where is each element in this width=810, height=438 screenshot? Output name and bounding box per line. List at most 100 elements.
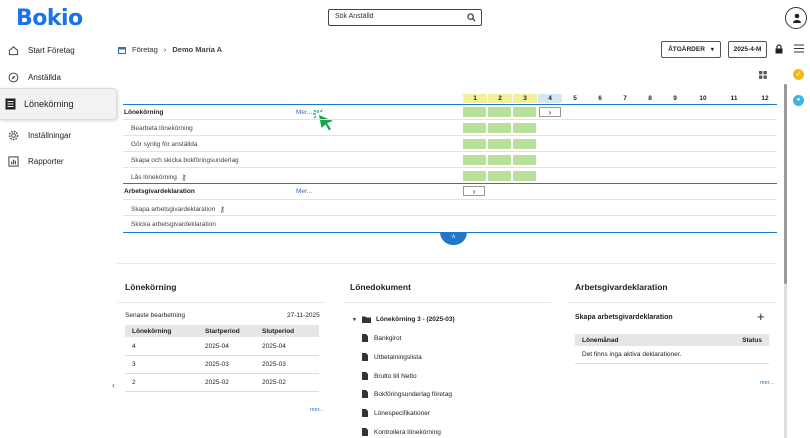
bokio-logo[interactable]: Bokio	[16, 6, 83, 31]
row-divider	[123, 199, 777, 200]
section-title-agd: Arbetsgivardeklaration	[124, 188, 195, 195]
agd-more-link[interactable]: mer...	[760, 380, 774, 386]
file-icon	[362, 409, 368, 417]
month-7: 7	[623, 95, 627, 102]
compass-icon	[8, 72, 19, 83]
status-row	[463, 155, 536, 165]
help-badge-icon[interactable]: ●	[793, 95, 804, 106]
user-icon	[793, 13, 801, 23]
status-cell	[513, 155, 536, 165]
sidebar-item-reports[interactable]: Rapporter	[8, 156, 64, 167]
search-placeholder: Sök Anställd	[335, 13, 374, 20]
document-item[interactable]: Lönespecifikationer	[362, 409, 430, 417]
row-divider	[123, 151, 777, 152]
document-item[interactable]: Bankgirot	[362, 334, 401, 342]
file-icon	[362, 428, 368, 436]
status-cell	[513, 139, 536, 149]
col-header: Lönekörning	[132, 327, 172, 335]
expand-button[interactable]: ›	[463, 186, 485, 196]
agd-table-header: Lönemånad Status	[575, 334, 769, 346]
section-more-link[interactable]: Mer...	[296, 109, 313, 116]
task-row-label: Skapa och skicka bokföringsunderlag	[131, 157, 239, 164]
task-row-label: Skicka arbetsgivardeklaration	[131, 221, 216, 228]
empty-message: Det finns inga aktiva deklarationer.	[582, 351, 682, 358]
scrollbar-track[interactable]	[784, 84, 787, 438]
table-row[interactable]: 4 2025-04 2025-04	[125, 338, 319, 356]
status-cell	[488, 107, 511, 117]
document-item[interactable]: Bokföringsunderlag företag	[362, 390, 452, 398]
cell: 2025-04	[205, 343, 229, 350]
document-label: Bankgirot	[374, 334, 402, 342]
section-divider	[123, 104, 777, 105]
user-avatar-button[interactable]	[785, 7, 807, 29]
add-icon[interactable]: +	[757, 309, 765, 324]
section-more-link[interactable]: Mer...	[296, 188, 313, 195]
breadcrumb-company[interactable]: Företag	[132, 45, 158, 54]
section-title-payroll: Lönekörning	[124, 109, 164, 116]
status-row	[463, 171, 536, 181]
menu-icon[interactable]	[794, 44, 804, 53]
status-cell	[488, 139, 511, 149]
sidebar-item-label: Anställda	[28, 73, 61, 82]
search-icon[interactable]	[467, 13, 476, 22]
sidebar-item-start[interactable]: Start Företag	[8, 45, 75, 56]
document-icon	[5, 98, 16, 110]
scrollbar-thumb[interactable]	[784, 84, 787, 284]
collapse-sidebar-icon[interactable]: ‹	[112, 380, 115, 390]
collapse-timeline-button[interactable]: ˄	[440, 232, 467, 245]
table-row[interactable]: 2 2025-02 2025-02	[125, 374, 319, 392]
task-row: Lås lönekörning ⚷	[131, 173, 187, 182]
month-1: 1	[463, 94, 487, 103]
breadcrumb: Företag › Demo Maria A	[118, 45, 222, 54]
mouse-cursor-icon	[313, 109, 333, 131]
folder-row[interactable]: ▼ Lönekörning 3 - (2025-03)	[352, 316, 455, 323]
status-row	[463, 123, 536, 133]
document-item[interactable]: Brutto till Netto	[362, 372, 417, 380]
period-label: 2025-4-M	[733, 46, 762, 53]
month-4: 4	[538, 94, 562, 103]
key-icon[interactable]: ⚷	[219, 205, 226, 214]
sidebar-item-employees[interactable]: Anställda	[8, 72, 61, 83]
panel-divider	[117, 302, 325, 303]
chevron-right-icon: ›	[472, 186, 476, 196]
table-row[interactable]: 3 2025-03 2025-03	[125, 356, 319, 374]
col-header: Lönemånad	[582, 336, 619, 344]
sidebar-item-label: Start Företag	[28, 46, 75, 55]
document-label: Bokföringsunderlag företag	[374, 390, 453, 398]
month-10: 10	[699, 95, 707, 102]
expand-button[interactable]: ›	[539, 107, 561, 117]
document-label: Utbetalningslista	[374, 353, 422, 361]
cell: 2025-04	[262, 343, 286, 350]
actions-dropdown-button[interactable]: ÅTGÄRDER ▾	[661, 41, 721, 58]
col-header: Status	[742, 336, 762, 344]
month-header-row: 1 2 3 4 5 6 7 8 9 10 11 12	[463, 94, 780, 103]
document-item[interactable]: Utbetalningslista	[362, 353, 422, 361]
payroll-more-link[interactable]: mer...	[310, 407, 324, 413]
actions-label: ÅTGÄRDER	[668, 46, 705, 53]
panel-title-documents: Lönedokument	[350, 282, 411, 292]
search-input[interactable]: Sök Anställd	[328, 9, 482, 26]
caret-down-icon: ▼	[352, 316, 357, 323]
empty-state: Det finns inga aktiva deklarationer.	[575, 346, 769, 364]
lock-icon[interactable]	[775, 44, 783, 54]
gear-icon	[8, 130, 19, 141]
grid-view-icon[interactable]	[759, 71, 767, 79]
checklist-badge-icon[interactable]: ✓	[793, 69, 804, 80]
col-header: Startperiod	[205, 327, 240, 335]
period-button[interactable]: 2025-4-M	[728, 41, 767, 58]
key-icon[interactable]: ⚷	[180, 173, 187, 182]
chevron-right-icon: ›	[548, 107, 552, 117]
col-header: Slutperiod	[262, 327, 295, 335]
month-9: 9	[673, 95, 677, 102]
sidebar-item-settings[interactable]: Inställningar	[8, 130, 71, 141]
sidebar-item-payroll[interactable]: Lönekörning	[0, 88, 117, 120]
status-cell	[463, 139, 486, 149]
chart-icon	[8, 156, 19, 167]
status-cell	[488, 123, 511, 133]
payroll-table-header: Lönekörning Startperiod Slutperiod	[125, 325, 319, 337]
cell: 4	[132, 343, 136, 350]
status-cell	[463, 171, 486, 181]
folder-icon	[361, 316, 371, 323]
document-item[interactable]: Kontrollera lönekörning	[362, 428, 441, 436]
task-row-label: Lås lönekörning	[131, 174, 177, 181]
